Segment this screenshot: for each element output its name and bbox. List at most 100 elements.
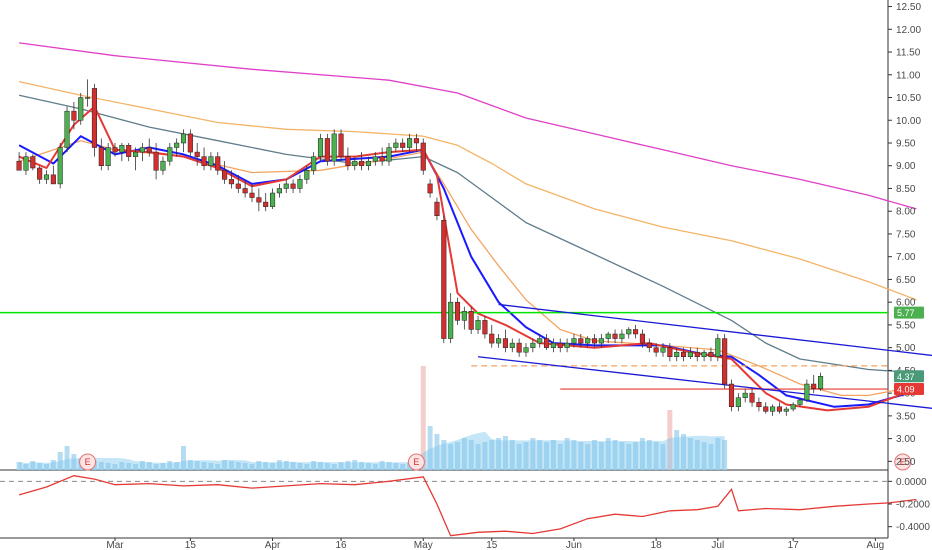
candle-body bbox=[633, 329, 639, 335]
time-tick-label: 15 bbox=[185, 540, 197, 550]
candle-body bbox=[509, 342, 515, 348]
volume-bar bbox=[489, 440, 495, 470]
candle-body bbox=[263, 201, 269, 207]
volume-bar bbox=[578, 442, 584, 470]
volume-bar bbox=[283, 461, 289, 470]
osc-tick-label: -0.2000 bbox=[896, 500, 930, 511]
volume-bar bbox=[400, 464, 406, 470]
candle-body bbox=[311, 156, 317, 171]
candle-body bbox=[139, 147, 145, 153]
candle-body bbox=[420, 142, 426, 171]
candle-body bbox=[763, 406, 769, 412]
candle-body bbox=[283, 183, 289, 189]
volume-bar bbox=[441, 440, 447, 470]
volume-bar bbox=[619, 442, 625, 470]
candle-body bbox=[441, 220, 447, 339]
volume-bar bbox=[420, 366, 426, 470]
volume-bar bbox=[359, 462, 365, 470]
candle-body bbox=[413, 138, 419, 144]
volume-bar bbox=[516, 444, 522, 470]
volume-bar bbox=[468, 440, 474, 470]
price-tick-label: 10.50 bbox=[896, 93, 921, 104]
candlesticks bbox=[16, 79, 824, 416]
ma100-line bbox=[18, 80, 917, 301]
ema20-line bbox=[18, 140, 917, 397]
price-tag-label: 4.09 bbox=[897, 385, 915, 395]
candle-body bbox=[71, 110, 77, 121]
volume-bar bbox=[331, 464, 337, 470]
price-tag-bg bbox=[894, 383, 924, 396]
volume-bar bbox=[612, 440, 618, 470]
candle-body bbox=[30, 156, 36, 169]
ema3-line bbox=[18, 105, 917, 412]
volume-bar bbox=[222, 460, 228, 470]
volume-bar bbox=[242, 463, 248, 470]
volume-bar bbox=[626, 444, 632, 470]
volume-bar bbox=[153, 464, 159, 470]
price-tick-label: 9.50 bbox=[896, 138, 916, 149]
volume-bar bbox=[215, 464, 221, 470]
earnings-label: E bbox=[85, 457, 91, 467]
volume-bar bbox=[105, 463, 111, 470]
price-tick-label: 2.50 bbox=[896, 457, 916, 468]
volume-bar bbox=[585, 444, 591, 470]
volume-bar bbox=[509, 440, 515, 470]
earnings-label: E bbox=[413, 457, 419, 467]
candle-body bbox=[694, 351, 700, 358]
volume-bar bbox=[194, 461, 200, 470]
candle-body bbox=[153, 151, 159, 171]
candle-body bbox=[160, 160, 166, 171]
candle-body bbox=[653, 347, 659, 353]
volume-bar bbox=[208, 463, 214, 470]
time-tick-label: Jun bbox=[566, 540, 582, 550]
price-tick-label: 8.50 bbox=[896, 184, 916, 195]
candle-body bbox=[770, 406, 776, 412]
volume-bars bbox=[16, 366, 728, 470]
candle-body bbox=[37, 167, 43, 180]
volume-bar bbox=[475, 444, 481, 470]
candle-body bbox=[722, 338, 728, 385]
volume-bar bbox=[571, 440, 577, 470]
candle-body bbox=[400, 142, 406, 148]
candle-body bbox=[228, 179, 234, 185]
candle-body bbox=[393, 142, 399, 148]
volume-bar bbox=[119, 462, 125, 470]
volume-bar bbox=[687, 438, 693, 470]
price-tick-label: 5.00 bbox=[896, 343, 916, 354]
price-tick-label: 11.00 bbox=[896, 70, 921, 81]
candle-body bbox=[338, 133, 344, 157]
price-tick-label: 8.00 bbox=[896, 207, 916, 218]
candle-body bbox=[790, 404, 796, 410]
candle-body bbox=[502, 338, 508, 348]
volume-bar bbox=[653, 442, 659, 470]
candle-body bbox=[112, 147, 118, 153]
price-tick-label: 9.00 bbox=[896, 161, 916, 172]
volume-bar bbox=[57, 452, 63, 470]
price-tag: 4.37 bbox=[894, 370, 924, 383]
moving-averages bbox=[18, 42, 917, 412]
volume-bar bbox=[249, 464, 255, 470]
price-tick-label: 11.50 bbox=[896, 48, 921, 59]
candle-body bbox=[523, 347, 529, 353]
volume-bar bbox=[64, 446, 70, 470]
volume-bar bbox=[228, 461, 234, 470]
volume-bar bbox=[112, 464, 118, 470]
price-tag-bg bbox=[894, 370, 924, 383]
volume-bar bbox=[633, 442, 639, 470]
volume-bar bbox=[270, 463, 276, 470]
volume-bar bbox=[639, 438, 645, 470]
candle-body bbox=[317, 138, 324, 157]
volume-bar bbox=[715, 438, 721, 470]
volume-bar bbox=[598, 442, 604, 470]
candle-body bbox=[687, 351, 693, 358]
ma50-line bbox=[18, 94, 917, 374]
candle-body bbox=[516, 342, 522, 353]
osc-tick-label: 0.0000 bbox=[896, 477, 927, 488]
candle-body bbox=[386, 147, 392, 162]
volume-bar bbox=[324, 463, 330, 470]
candle-body bbox=[222, 170, 228, 180]
oscillator-panel bbox=[0, 475, 917, 537]
candle-body bbox=[85, 97, 91, 99]
volume-bar bbox=[496, 438, 502, 470]
